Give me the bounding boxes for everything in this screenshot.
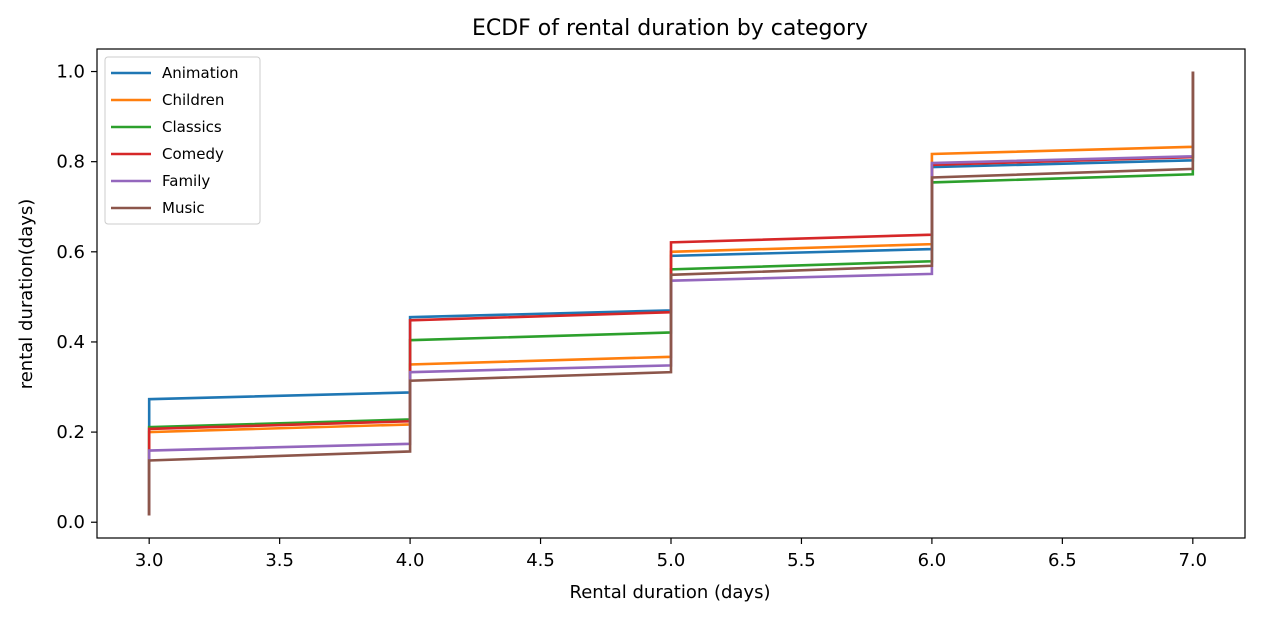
x-tick-label: 5.5 xyxy=(787,550,816,571)
y-tick-label: 0.6 xyxy=(56,242,85,263)
y-tick-label: 0.0 xyxy=(56,512,85,533)
y-tick-label: 0.4 xyxy=(56,332,85,353)
x-tick-label: 3.0 xyxy=(135,550,164,571)
legend-label-comedy: Comedy xyxy=(162,145,224,163)
legend-label-family: Family xyxy=(162,172,210,190)
y-tick-label: 0.2 xyxy=(56,422,85,443)
x-axis-label: Rental duration (days) xyxy=(570,582,771,603)
chart-title: ECDF of rental duration by category xyxy=(472,16,868,41)
x-tick-label: 3.5 xyxy=(265,550,294,571)
legend: Animation Children Classics Comedy Family Mus… xyxy=(104,56,261,225)
legend-label-children: Children xyxy=(162,91,224,109)
x-axis: 3.0 3.5 4.0 4.5 5.0 5.5 6.0 6.5 7.0 xyxy=(135,538,1207,571)
y-tick-label: 1.0 xyxy=(56,62,85,83)
series-line-music xyxy=(147,71,1195,516)
x-tick-label: 6.0 xyxy=(918,550,947,571)
plot-lines xyxy=(147,71,1195,516)
y-axis-label: rental duration(days) xyxy=(16,199,37,390)
y-tick-label: 0.8 xyxy=(56,152,85,173)
legend-label-animation: Animation xyxy=(162,64,238,82)
y-axis: 0.0 0.2 0.4 0.6 0.8 1.0 xyxy=(56,62,97,533)
x-tick-label: 5.0 xyxy=(657,550,686,571)
legend-label-music: Music xyxy=(162,199,205,217)
x-tick-label: 4.5 xyxy=(526,550,555,571)
x-tick-label: 4.0 xyxy=(396,550,425,571)
legend-label-classics: Classics xyxy=(162,118,222,136)
x-tick-label: 6.5 xyxy=(1048,550,1077,571)
x-tick-label: 7.0 xyxy=(1178,550,1207,571)
